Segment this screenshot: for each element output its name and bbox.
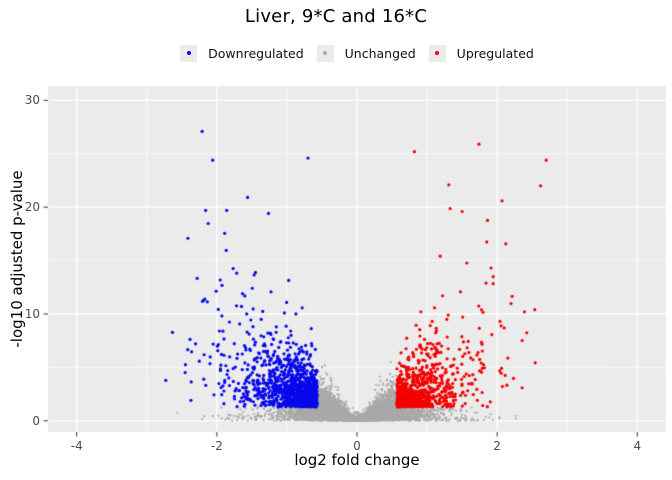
x-axis-title: log2 fold change <box>294 451 420 469</box>
x-tick-label: 2 <box>493 439 501 453</box>
x-tick-label: -4 <box>70 439 83 453</box>
y-tick-label: 0 <box>32 413 40 428</box>
y-axis-title: -log10 adjusted p-value <box>8 170 26 348</box>
legend-item-label: Unchanged <box>344 45 416 61</box>
y-tick-label: 10 <box>24 306 40 321</box>
legend-item-unchanged: Unchanged <box>316 44 416 62</box>
unchanged-dot-icon <box>323 51 328 55</box>
x-tick-label: 4 <box>633 439 642 453</box>
x-tick-label: 0 <box>353 439 361 453</box>
upregulated-dot-icon <box>435 51 440 55</box>
legend-item-upregulated: Upregulated <box>428 44 534 62</box>
legend-key-box <box>428 44 446 62</box>
legend: Downregulated Unchanged Upregulated <box>48 44 666 62</box>
legend-key-box <box>180 44 198 62</box>
downregulated-dot-icon <box>186 51 191 55</box>
y-tick-label: 20 <box>24 200 40 215</box>
chart-title: Liver, 9*C and 16*C <box>244 6 428 27</box>
legend-key-box <box>316 44 334 62</box>
legend-item-label: Upregulated <box>456 45 534 61</box>
legend-item-label: Downregulated <box>208 45 304 61</box>
x-tick-label: -2 <box>210 439 223 453</box>
y-tick-label: 30 <box>24 93 40 108</box>
legend-item-downregulated: Downregulated <box>180 44 304 62</box>
